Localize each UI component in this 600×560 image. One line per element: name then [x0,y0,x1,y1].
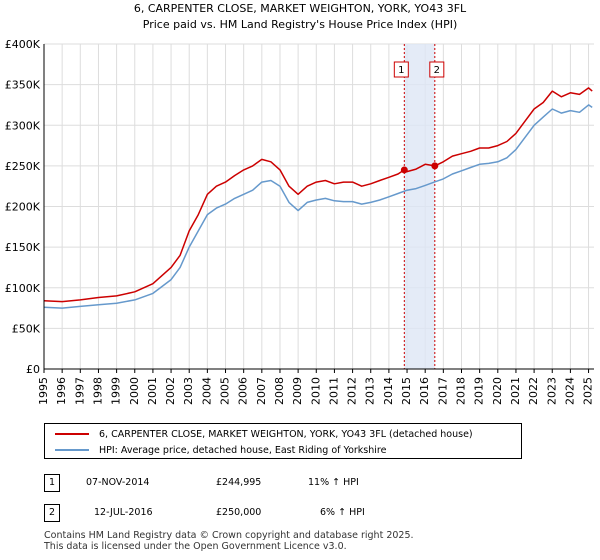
x-tick-label-22: 2017 [436,377,449,405]
x-tick-label-29: 2024 [563,377,576,405]
chart-title: 6, CARPENTER CLOSE, MARKET WEIGHTON, YOR… [134,2,467,15]
y-tick-label-7: £350K [5,79,41,92]
sale-row-1: 1 07-NOV-2014 £244,995 11% ↑ HPI [44,474,444,494]
series-line-hpi [43,104,593,309]
x-tick-label-10: 2005 [219,377,232,405]
x-tick-label-26: 2021 [509,377,522,405]
sale-row-2: 2 12-JUL-2016 £250,000 6% ↑ HPI [44,504,444,524]
x-tick-label-13: 2008 [273,377,286,405]
x-tick-label-1: 1996 [55,377,68,405]
price-chart: 1 2 £0 £50K £100K £150K £200K £250K £300K £350K £… [5,2,595,405]
x-tick-label-8: 2003 [182,377,195,405]
x-tick-label-0: 1995 [37,377,50,405]
x-tick-label-9: 2004 [200,377,213,405]
x-tick-label-16: 2011 [327,377,340,405]
x-tick-label-12: 2007 [255,377,268,405]
x-tick-label-24: 2019 [473,377,486,405]
footer: Contains HM Land Registry data © Crown c… [44,530,414,552]
x-tick-label-15: 2010 [309,377,322,405]
x-tick-label-18: 2013 [364,377,377,405]
x-tick-label-2: 1997 [73,377,86,405]
x-tick-label-27: 2022 [527,377,540,405]
x-tick-label-7: 2002 [164,377,177,405]
sale-label-box-2 [429,61,445,78]
legend-label-property: 6, CARPENTER CLOSE, MARKET WEIGHTON, YOR… [99,428,473,440]
sale-marker-2: 2 [44,504,60,522]
x-tick-label-25: 2020 [491,377,504,405]
sale-price-2: £250,000 [216,507,262,518]
chart-subtitle: Price paid vs. HM Land Registry's House … [143,18,458,31]
y-tick-label-8: £400K [5,38,41,51]
y-tick-label-6: £300K [5,119,41,132]
x-tick-label-23: 2018 [454,377,467,405]
sale-date-1: 07-NOV-2014 [86,477,150,488]
legend-item-hpi: HPI: Average price, detached house, East… [45,442,386,458]
x-tick-label-19: 2014 [382,377,395,405]
x-tick-label-21: 2016 [418,377,431,405]
sale-price-1: £244,995 [216,477,262,488]
sale-label-1: 1 [398,65,404,76]
sale-point-2 [431,162,439,170]
x-tick-label-6: 2001 [146,377,159,405]
x-tick-label-4: 1999 [110,377,123,405]
x-tick-label-30: 2025 [582,377,595,405]
y-tick-label-0: £0 [26,363,40,376]
y-tick-label-2: £100K [5,282,41,295]
x-tick-label-11: 2006 [237,377,250,405]
legend: 6, CARPENTER CLOSE, MARKET WEIGHTON, YOR… [44,423,522,459]
y-tick-label-1: £50K [12,322,41,335]
sale-label-box-1 [393,61,409,78]
x-tick-label-28: 2023 [545,377,558,405]
sale-label-2: 2 [434,65,440,76]
x-tick-label-14: 2009 [291,377,304,405]
legend-label-hpi: HPI: Average price, detached house, East… [99,444,387,456]
legend-swatch-property [55,433,89,435]
legend-swatch-hpi [55,449,89,451]
sale-hpi-1: 11% ↑ HPI [308,477,359,488]
footer-line-2: This data is licensed under the Open Gov… [44,541,347,552]
sale-point-1 [400,166,408,174]
footer-line-1: Contains HM Land Registry data © Crown c… [44,530,414,541]
series-line-property [43,87,593,303]
x-tick-label-17: 2012 [346,377,359,405]
legend-item-property: 6, CARPENTER CLOSE, MARKET WEIGHTON, YOR… [45,426,473,442]
y-tick-label-3: £150K [5,241,41,254]
x-tick-label-20: 2015 [400,377,413,405]
sale-period-band [404,44,435,369]
x-tick-label-5: 2000 [128,377,141,405]
sale-hpi-2: 6% ↑ HPI [320,507,365,518]
y-tick-label-5: £250K [5,160,41,173]
sale-date-2: 12-JUL-2016 [94,507,153,518]
x-tick-label-3: 1998 [91,377,104,405]
sale-marker-1: 1 [44,474,60,492]
y-tick-label-4: £200K [5,201,41,214]
